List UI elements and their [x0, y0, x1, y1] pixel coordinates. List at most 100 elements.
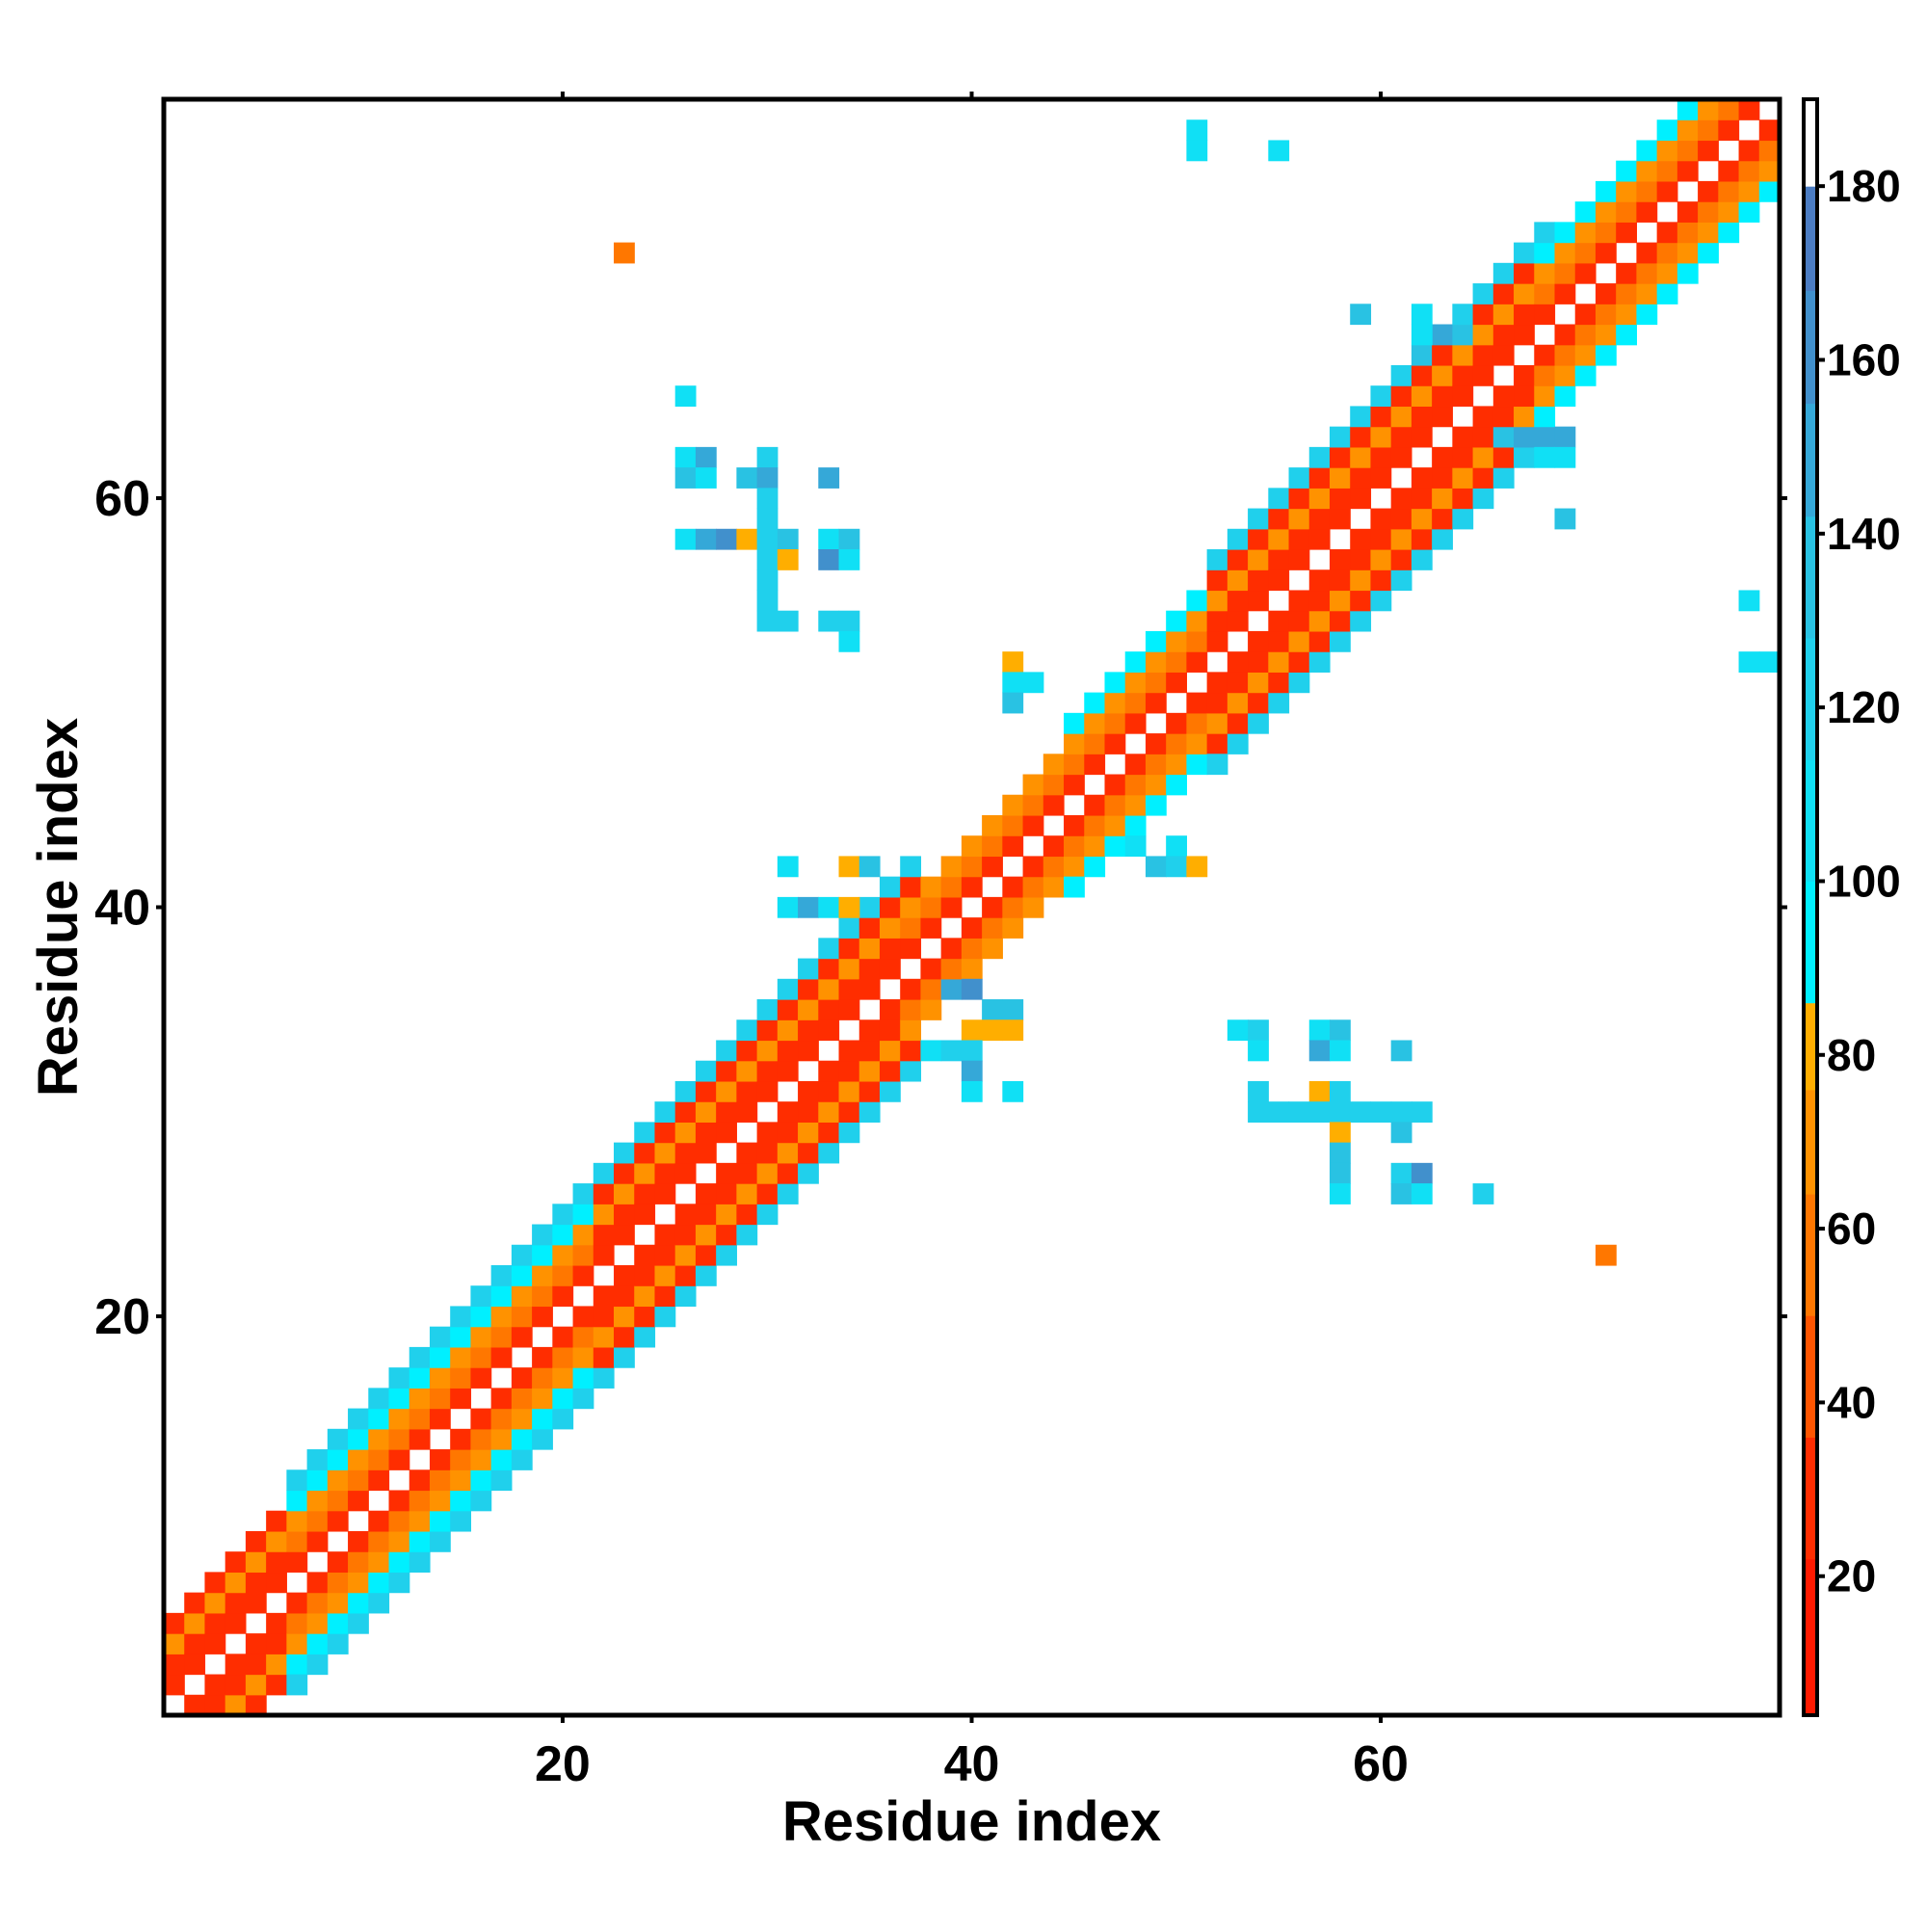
heatmap-cell: [1432, 528, 1453, 550]
heatmap-cell: [1350, 528, 1372, 550]
heatmap-cell: [1698, 180, 1719, 202]
heatmap-cell: [1656, 242, 1678, 264]
heatmap-cell: [674, 1101, 697, 1123]
colorbar-band: [1804, 290, 1817, 405]
y-tick-label: 20: [94, 1289, 150, 1345]
heatmap-cell: [654, 1285, 676, 1308]
heatmap-cell: [409, 1408, 431, 1430]
heatmap-cell: [1758, 651, 1781, 673]
heatmap-cell: [184, 1694, 206, 1716]
heatmap-cells: [164, 99, 1781, 1716]
heatmap-cell: [1370, 528, 1392, 550]
heatmap-cell: [572, 1224, 594, 1246]
heatmap-cell: [1104, 774, 1126, 796]
heatmap-cell: [1227, 651, 1249, 673]
heatmap-cell: [368, 1388, 390, 1410]
heatmap-cell: [1145, 672, 1167, 694]
heatmap-cell: [736, 1162, 758, 1184]
heatmap-cell: [961, 958, 983, 980]
heatmap-cell: [879, 1060, 901, 1082]
heatmap-cell: [245, 1551, 267, 1574]
heatmap-cell: [716, 1060, 737, 1082]
heatmap-cell: [552, 1204, 574, 1226]
heatmap-cell: [1492, 324, 1515, 346]
heatmap-cell: [756, 590, 779, 612]
heatmap-cell: [777, 1142, 799, 1164]
heatmap-cell: [1064, 712, 1085, 734]
heatmap-cell: [1758, 140, 1781, 162]
heatmap-cell: [900, 876, 922, 898]
heatmap-cell: [1288, 672, 1310, 694]
heatmap-cell: [368, 1551, 390, 1574]
heatmap-cell: [1370, 385, 1392, 408]
heatmap-cell: [450, 1510, 472, 1532]
heatmap-cell: [1227, 692, 1249, 714]
heatmap-cell: [1329, 610, 1351, 632]
heatmap-cell: [1248, 508, 1269, 530]
heatmap-cell: [634, 1142, 656, 1164]
heatmap-cell: [1411, 528, 1433, 550]
heatmap-cell: [1227, 569, 1249, 592]
heatmap-cell: [1064, 733, 1085, 754]
heatmap-cell: [1636, 160, 1658, 182]
heatmap-cell: [756, 488, 779, 510]
heatmap-cell: [961, 978, 983, 1000]
heatmap-cell: [879, 876, 901, 898]
heatmap-cell: [1636, 201, 1658, 223]
heatmap-cell: [1472, 426, 1494, 448]
heatmap-cell: [1268, 528, 1290, 550]
heatmap-cell: [204, 1592, 226, 1614]
heatmap-cell: [327, 1572, 349, 1594]
heatmap-cell: [736, 467, 758, 489]
heatmap-cell: [327, 1490, 349, 1512]
x-axis-title: Residue index: [782, 1790, 1161, 1853]
heatmap-cell: [716, 1183, 737, 1204]
colorbar-band: [1804, 1315, 1817, 1438]
heatmap-cell: [1248, 590, 1269, 612]
heatmap-cell: [1248, 549, 1269, 570]
heatmap-cell: [858, 1060, 881, 1082]
heatmap-cell: [1411, 1183, 1433, 1204]
heatmap-cell: [1064, 876, 1085, 898]
heatmap-cell: [1308, 1101, 1331, 1123]
heatmap-cell: [1514, 324, 1535, 346]
heatmap-cell: [1390, 364, 1412, 386]
heatmap-cell: [798, 1040, 819, 1062]
heatmap-cell: [511, 1449, 533, 1470]
heatmap-cell: [1574, 364, 1597, 386]
heatmap-cell: [1084, 835, 1106, 858]
heatmap-cell: [1350, 590, 1372, 612]
heatmap-cell: [1718, 222, 1740, 244]
heatmap-cell: [756, 1019, 779, 1042]
heatmap-cell: [1390, 385, 1412, 408]
heatmap-cell: [818, 1080, 840, 1102]
heatmap-cell: [470, 1408, 492, 1430]
heatmap-cell: [654, 1224, 676, 1246]
heatmap-cell: [470, 1428, 492, 1450]
heatmap-cell: [1574, 222, 1597, 244]
heatmap-cell: [1329, 569, 1351, 592]
heatmap-cell: [1288, 549, 1310, 570]
heatmap-cell: [327, 1551, 349, 1574]
heatmap-cell: [1124, 754, 1147, 776]
heatmap-cell: [1534, 304, 1556, 326]
heatmap-cell: [756, 999, 779, 1020]
heatmap-cell: [982, 835, 1003, 858]
heatmap-cell: [1472, 446, 1494, 468]
heatmap-cell: [1002, 672, 1024, 694]
heatmap-cell: [1186, 754, 1208, 776]
heatmap-cell: [982, 938, 1003, 960]
heatmap-cell: [982, 917, 1003, 939]
heatmap-cell: [245, 1530, 267, 1552]
heatmap-cell: [1676, 262, 1699, 284]
colorbar-band: [1804, 403, 1817, 517]
heatmap-cell: [306, 1654, 329, 1676]
heatmap-cell: [532, 1285, 553, 1308]
heatmap-cell: [1308, 446, 1331, 468]
heatmap-cell: [940, 958, 963, 980]
heatmap-cell: [1022, 794, 1044, 816]
heatmap-cell: [777, 549, 799, 570]
heatmap-cell: [1432, 324, 1453, 346]
heatmap-cell: [1514, 406, 1535, 428]
heatmap-cell: [1738, 140, 1760, 162]
